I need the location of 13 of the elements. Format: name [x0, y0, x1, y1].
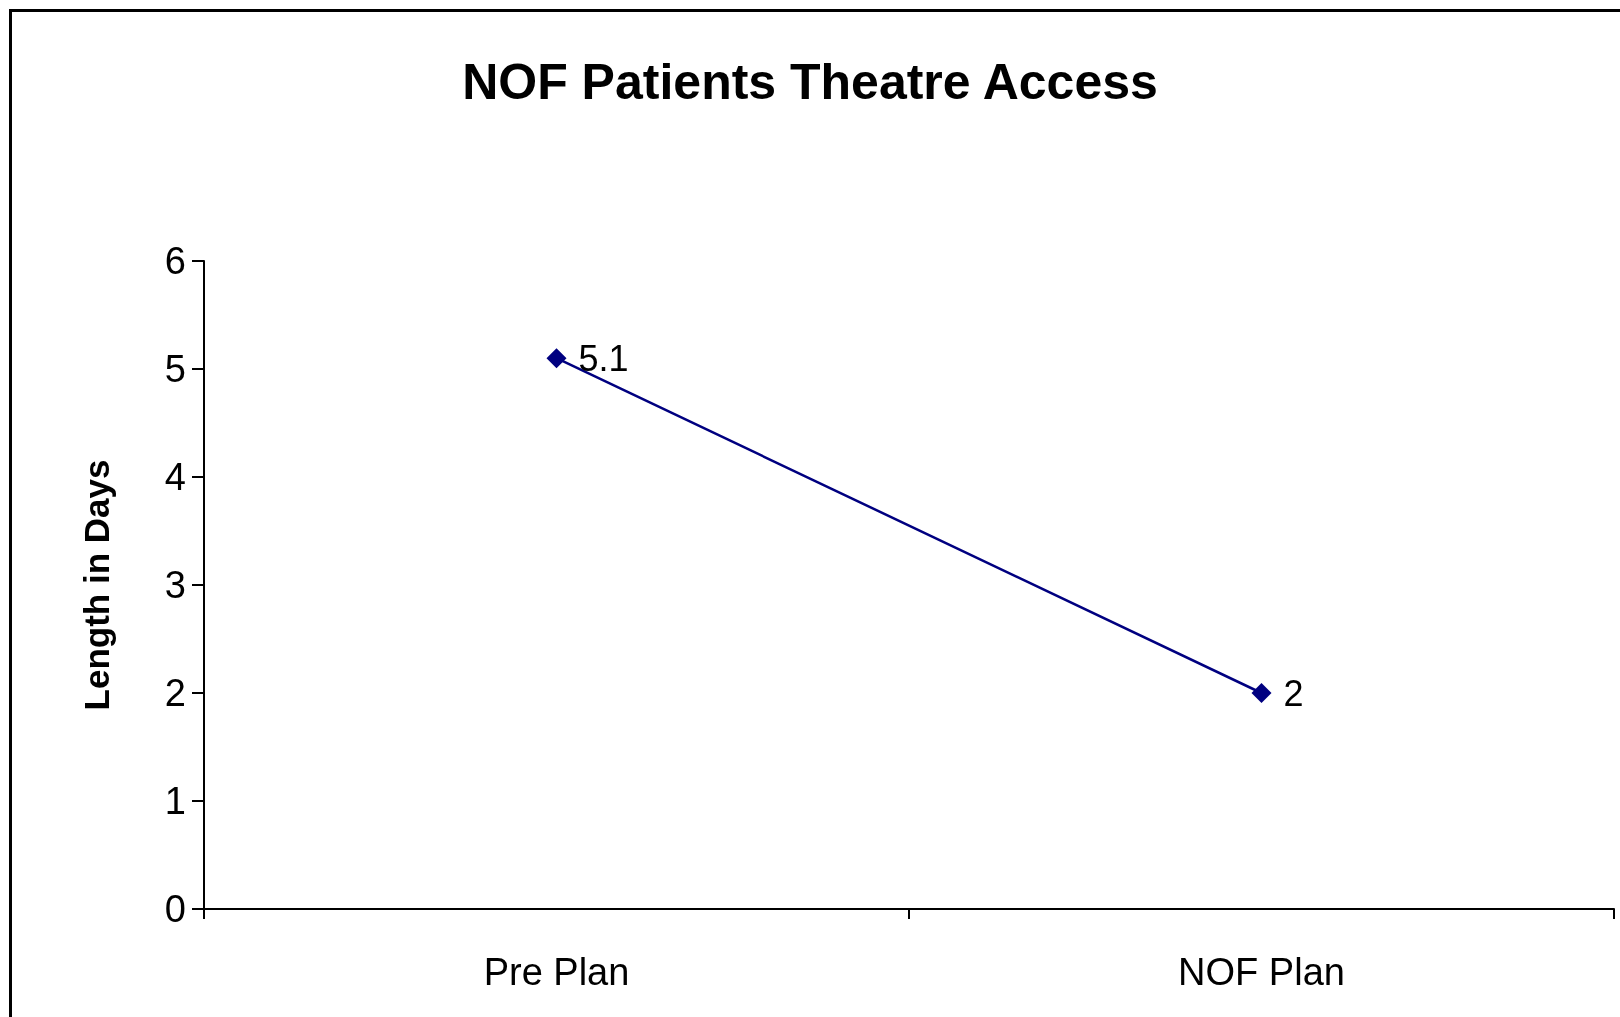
y-tick-label: 4 [164, 456, 186, 498]
y-tick-label: 5 [164, 348, 186, 390]
y-tick-label: 0 [164, 888, 186, 930]
y-tick-label: 1 [164, 780, 186, 822]
chart-title: NOF Patients Theatre Access [462, 54, 1158, 110]
y-tick-label: 2 [164, 672, 186, 714]
y-tick-label: 6 [164, 240, 186, 282]
x-tick-label: Pre Plan [483, 951, 630, 993]
y-axis-title: Length in Days [77, 459, 116, 711]
x-tick-label: NOF Plan [1178, 951, 1345, 993]
y-tick-label: 3 [164, 564, 186, 606]
data-label: 2 [1283, 672, 1304, 714]
data-label: 5.1 [578, 337, 629, 379]
